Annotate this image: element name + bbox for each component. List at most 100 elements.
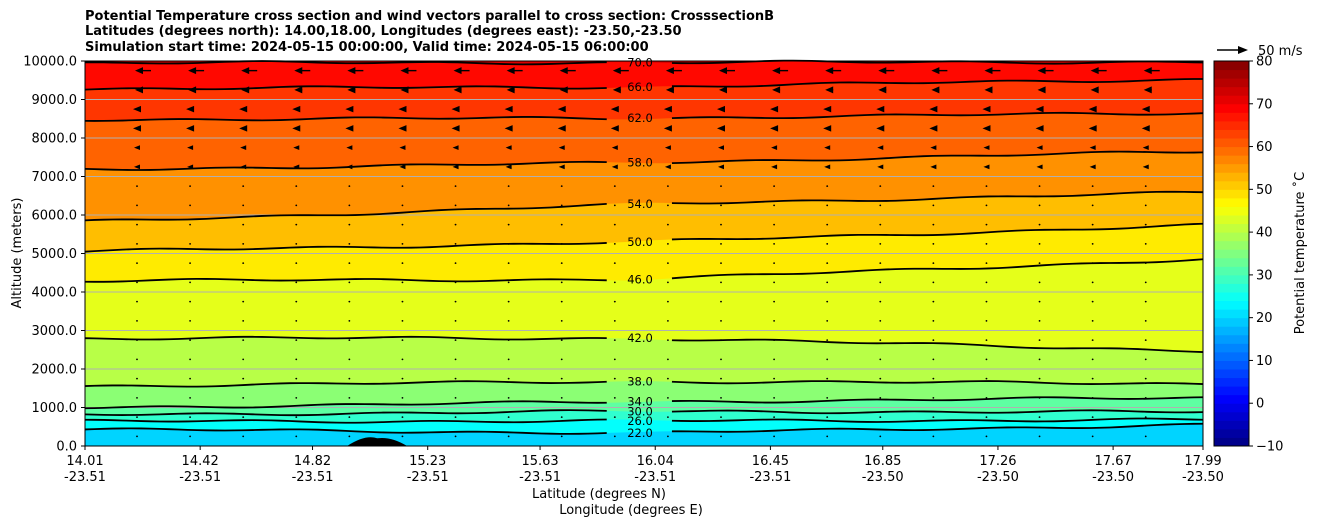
wind-arrow <box>189 435 191 438</box>
x-tick-label-latitude: 14.01 <box>66 454 103 469</box>
wind-arrow <box>454 435 457 438</box>
wind-arrow <box>772 86 781 94</box>
x-tick-label-latitude: 17.26 <box>979 454 1016 469</box>
wind-arrow <box>560 358 563 361</box>
wind-arrow <box>667 262 669 265</box>
wind-arrow <box>667 435 669 438</box>
y-axis: 0.0 1000.0 2000.0 3000.0 4000.0 5000.0 6000.0 7… <box>23 55 85 455</box>
wind-arrow <box>826 223 829 226</box>
wind-arrow <box>294 67 311 75</box>
wind-arrow <box>720 435 722 438</box>
wind-arrow <box>295 377 298 380</box>
wind-arrow <box>1144 242 1147 245</box>
wind-arrow <box>720 281 722 284</box>
contour-label: 30.0 <box>627 404 653 418</box>
x-tick-label-latitude: 17.67 <box>1095 454 1132 469</box>
wind-arrow <box>667 281 669 284</box>
colorbar-band <box>1214 343 1249 353</box>
wind-arrow <box>189 319 191 322</box>
wind-arrow <box>611 145 618 151</box>
wind-arrow <box>1144 416 1147 419</box>
contour-line <box>84 203 607 222</box>
wind-arrow <box>929 105 938 113</box>
wind-arrow <box>1144 319 1147 322</box>
wind-arrow <box>452 145 459 151</box>
wind-arrow <box>242 242 245 245</box>
colorbar-band <box>1214 163 1249 173</box>
colorbar-band <box>1214 334 1249 344</box>
wind-arrow <box>133 125 141 132</box>
contour-label: 46.0 <box>627 272 653 286</box>
x-tick-label-latitude: 15.23 <box>409 454 446 469</box>
wind-arrow <box>454 223 457 226</box>
wind-arrow <box>240 145 247 151</box>
y-axis-label: Altitude (meters) <box>10 198 25 309</box>
wind-arrow <box>1038 435 1041 438</box>
contour-line <box>84 380 607 388</box>
wind-arrow <box>558 145 565 151</box>
wind-arrow <box>930 145 937 151</box>
wind-arrow <box>1038 242 1041 245</box>
wind-arrow <box>189 223 191 226</box>
wind-arrow <box>454 377 457 380</box>
contour-line <box>84 85 607 91</box>
y-tick-label: 8000.0 <box>32 132 78 147</box>
wind-arrow <box>985 435 988 438</box>
wind-arrow <box>348 377 351 380</box>
wind-arrow <box>507 396 510 399</box>
y-tick-label: 7000.0 <box>32 170 78 185</box>
wind-arrow <box>773 416 775 419</box>
contour-line <box>84 409 607 417</box>
wind-arrow <box>1088 105 1097 113</box>
wind-arrow <box>560 300 563 303</box>
wind-arrow <box>667 416 669 419</box>
wind-arrow <box>826 396 829 399</box>
wind-arrow <box>985 242 988 245</box>
x-tick-label-latitude: 16.04 <box>637 454 674 469</box>
contour-line <box>671 150 1204 165</box>
wind-arrow <box>345 105 354 113</box>
wind-arrow <box>720 242 722 245</box>
wind-arrow <box>507 262 510 265</box>
colorbar-band <box>1214 309 1249 319</box>
colorbar-tick-label: 40 <box>1256 226 1273 241</box>
wind-arrow <box>454 416 457 419</box>
wind-arrow <box>241 67 258 75</box>
x-tick-label-longitude: -23.50 <box>1182 470 1224 485</box>
wind-key: 50 m/s <box>1217 44 1303 59</box>
wind-arrow <box>505 145 512 151</box>
wind-arrow <box>451 105 460 113</box>
colorbar-band <box>1214 232 1249 242</box>
wind-arrow <box>612 86 621 94</box>
colorbar-tick-label: 0 <box>1256 397 1264 412</box>
wind-arrow <box>293 145 300 151</box>
colorbar-band <box>1214 206 1249 216</box>
wind-arrow <box>295 339 298 342</box>
wind-arrow <box>136 358 138 361</box>
wind-arrow <box>1038 281 1041 284</box>
colorbar-band <box>1214 120 1249 130</box>
wind-arrow <box>295 281 298 284</box>
y-tick-label: 0.0 <box>56 440 77 455</box>
colorbar-band <box>1214 360 1249 370</box>
wind-arrow <box>985 339 988 342</box>
wind-arrow <box>878 86 887 94</box>
terrain-peak <box>347 437 408 446</box>
wind-arrow <box>667 319 669 322</box>
wind-arrow <box>663 105 672 113</box>
wind-arrow <box>826 262 829 265</box>
wind-arrow <box>560 435 563 438</box>
wind-arrow <box>1141 125 1150 132</box>
wind-arrow <box>667 377 669 380</box>
wind-arrow <box>982 105 991 113</box>
wind-arrow <box>932 262 935 265</box>
wind-arrow <box>1144 281 1147 284</box>
wind-arrow <box>773 358 775 361</box>
wind-arrow <box>560 377 563 380</box>
wind-arrow <box>348 300 351 303</box>
wind-arrow <box>136 185 138 188</box>
wind-arrow <box>348 358 351 361</box>
wind-arrow <box>1144 185 1147 188</box>
wind-arrow <box>507 416 510 419</box>
wind-arrow <box>136 242 138 245</box>
